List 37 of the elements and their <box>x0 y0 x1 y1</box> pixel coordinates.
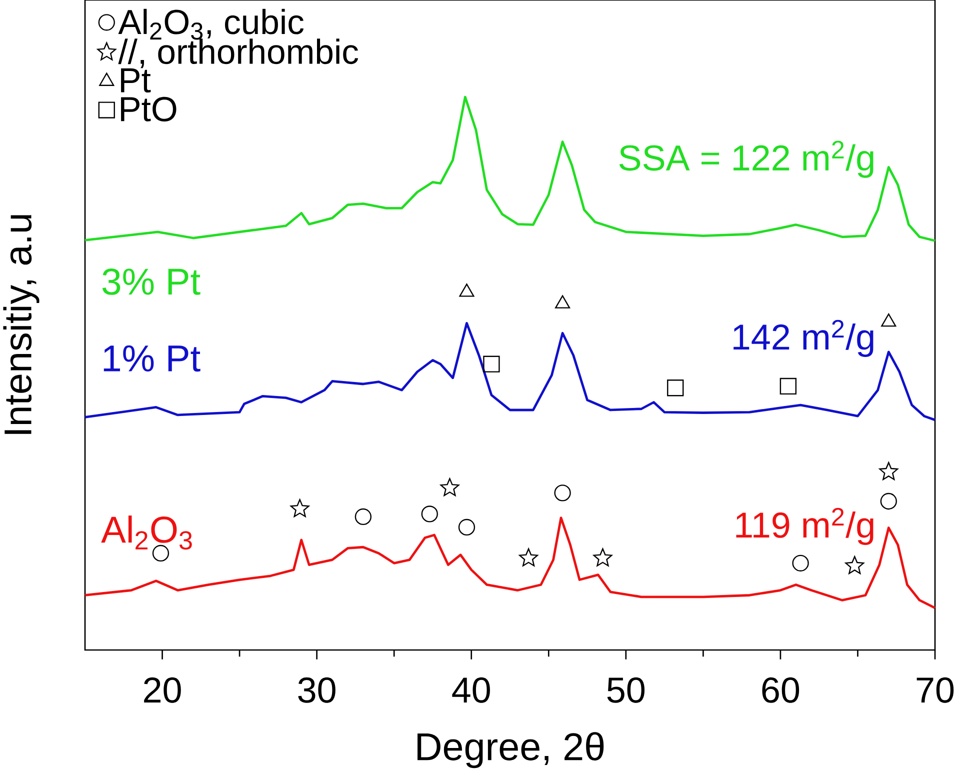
legend-label: //, orthorhombic <box>118 38 358 68</box>
point <box>879 462 898 480</box>
x-tick-label: 40 <box>452 677 490 703</box>
point <box>554 484 571 502</box>
point <box>555 295 570 308</box>
x-tick-label: 70 <box>916 677 954 703</box>
point <box>354 508 372 526</box>
legend-label: PtO <box>121 96 176 122</box>
x-tick-label: 60 <box>762 677 800 703</box>
annotation: SSA = 122 m$^{2}$/g <box>619 140 874 178</box>
series-label: Al$_{2}$O$_{3}$ <box>101 516 192 550</box>
point <box>880 492 897 510</box>
point <box>780 378 797 395</box>
point <box>440 478 460 496</box>
point <box>458 518 476 536</box>
point <box>290 499 310 518</box>
point <box>792 554 809 572</box>
annotation: 119 m$^{2}$/g <box>736 508 874 546</box>
point <box>845 556 864 574</box>
legend-label: Al$_{2}$O$_{3}$, cubic <box>118 8 304 40</box>
point <box>483 356 500 372</box>
series-label: 3% Pt <box>102 268 200 295</box>
x-tick-label: 30 <box>298 677 336 703</box>
point <box>152 544 170 562</box>
legend-label: Pt <box>121 68 151 93</box>
x-axis-title: Degree, 2θ <box>418 732 604 768</box>
point <box>881 313 896 327</box>
y-axis-title: Intensitiy, a.u <box>3 215 40 434</box>
point <box>519 548 538 566</box>
point <box>667 380 684 396</box>
series-label: 1% Pt <box>104 345 200 372</box>
x-tick-label: 50 <box>607 677 645 703</box>
x-tick-label: 20 <box>144 677 181 703</box>
point <box>593 548 612 566</box>
annotation: 142 m$^{2}$/g <box>734 320 874 357</box>
point <box>459 284 474 297</box>
point <box>421 506 438 522</box>
